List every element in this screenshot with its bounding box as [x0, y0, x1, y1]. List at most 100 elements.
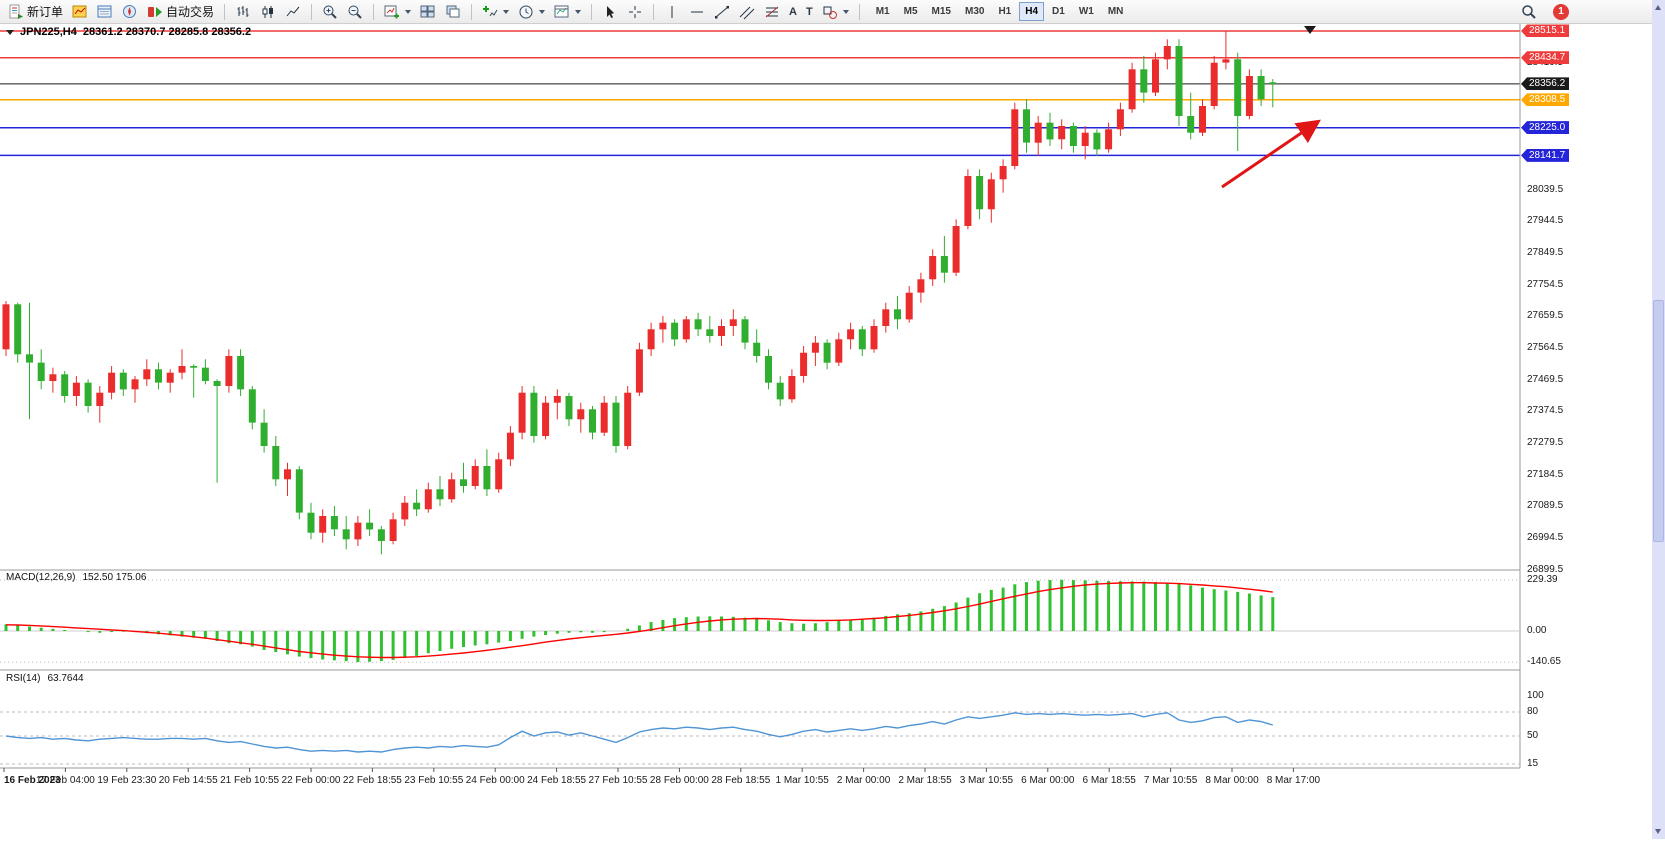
time-label: 17 Feb 04:00 [35, 775, 95, 786]
chart-title: JPN225,H4 28361.2 28370.7 28285.8 28356.… [6, 26, 251, 38]
price-tick: 27184.5 [1527, 468, 1564, 480]
crosshair-icon [629, 5, 642, 18]
price-scale[interactable]: 28419.528039.527944.527849.527754.527659… [1521, 23, 1652, 839]
time-label: 21 Feb 10:55 [220, 775, 280, 786]
macd-scale-tick: 229.39 [1527, 573, 1558, 585]
time-label: 3 Mar 10:55 [959, 775, 1014, 786]
templates-button[interactable] [550, 2, 585, 22]
chart-window: JPN225,H4 28361.2 28370.7 28285.8 28356.… [0, 23, 1652, 839]
new-chart-button[interactable] [380, 2, 415, 22]
price-level-badge: 28225.0 [1521, 121, 1570, 135]
toolbar-separator [311, 3, 313, 20]
time-label: 8 Mar 17:00 [1266, 775, 1321, 786]
crosshair-button[interactable] [623, 2, 647, 22]
text-button[interactable]: A [785, 2, 801, 22]
auto-trading-button[interactable]: 自动交易 [143, 2, 218, 22]
timeframe-mn[interactable]: MN [1102, 2, 1130, 21]
rsi-scale-tick: 100 [1527, 690, 1544, 701]
timeframe-h4[interactable]: H4 [1019, 2, 1045, 21]
price-tick: 27469.5 [1527, 373, 1564, 385]
price-tick: 26994.5 [1527, 531, 1564, 543]
time-label: 28 Feb 18:55 [711, 775, 771, 786]
time-label: 16 Feb 2023 [4, 775, 61, 786]
timeframe-h1[interactable]: H1 [992, 2, 1017, 21]
macd-scale-tick: 0.00 [1527, 625, 1547, 636]
search-button[interactable] [1517, 2, 1541, 22]
price-tick: 28039.5 [1527, 183, 1564, 195]
new-chart-icon [384, 5, 400, 18]
rsi-label: RSI(14) 63.7644 [6, 673, 84, 684]
fibonacci-button[interactable] [760, 2, 784, 22]
toolbar-right: 1 [1517, 2, 1569, 22]
price-tick: 27944.5 [1527, 215, 1564, 227]
cascade-windows-icon [446, 5, 460, 17]
auto-trading-icon [148, 6, 163, 17]
chevron-down-icon [405, 9, 412, 14]
search-icon [1522, 4, 1536, 19]
horizontal-line-icon [691, 11, 704, 12]
scroll-down-icon[interactable] [1655, 829, 1661, 834]
toolbar-separator [373, 3, 375, 20]
templates-icon [554, 5, 569, 17]
data-window-button[interactable] [93, 2, 117, 22]
scrollbar-thumb[interactable] [1653, 300, 1664, 542]
timeframe-m15[interactable]: M15 [926, 2, 957, 21]
chevron-down-icon [503, 9, 510, 14]
cursor-icon [607, 5, 615, 18]
navigator-button[interactable] [118, 2, 142, 22]
zoom-out-button[interactable] [343, 2, 367, 22]
time-axis[interactable]: 16 Feb 2023 17 Feb 04:00 19 Feb 23:30 20 Fe… [0, 772, 1520, 792]
zoom-in-icon [323, 5, 337, 19]
timeframe-m5[interactable]: M5 [898, 2, 924, 21]
text-label-button[interactable]: T [802, 2, 817, 22]
shapes-button[interactable] [818, 2, 853, 22]
timeframe-w1[interactable]: W1 [1073, 2, 1100, 21]
market-watch-button[interactable] [68, 2, 92, 22]
time-label: 28 Feb 00:00 [649, 775, 709, 786]
vertical-scrollbar[interactable] [1652, 0, 1665, 839]
trendline-button[interactable] [710, 2, 734, 22]
ohlc-values: 28361.2 28370.7 28285.8 28356.2 [82, 26, 252, 38]
time-label: 22 Feb 00:00 [281, 775, 341, 786]
horizontal-line-button[interactable] [685, 2, 709, 22]
cursor-button[interactable] [598, 2, 622, 22]
zoom-in-button[interactable] [318, 2, 342, 22]
price-tick: 27374.5 [1527, 405, 1564, 417]
timeframe-m1[interactable]: M1 [870, 2, 896, 21]
indicators-button[interactable] [478, 2, 513, 22]
vertical-line-button[interactable] [660, 2, 684, 22]
vertical-line-icon [671, 5, 673, 18]
equidistant-channel-button[interactable] [735, 2, 759, 22]
symbol-dropdown-icon [6, 29, 14, 35]
chevron-down-icon [575, 9, 582, 14]
price-tick: 27279.5 [1527, 436, 1564, 448]
notification-badge[interactable]: 1 [1553, 3, 1569, 20]
time-label: 8 Mar 00:00 [1205, 775, 1259, 786]
price-level-badge: 28515.1 [1521, 24, 1570, 38]
text-icon: A [789, 5, 797, 18]
market-watch-icon [72, 5, 87, 17]
time-label: 27 Feb 10:55 [588, 775, 648, 786]
rsi-name: RSI(14) [6, 673, 41, 684]
new-order-button[interactable]: 新订单 [4, 2, 67, 22]
scroll-up-icon[interactable] [1655, 5, 1661, 10]
main-toolbar: 新订单 自动交易 [0, 0, 1665, 24]
bar-chart-button[interactable] [231, 2, 255, 22]
timeframe-m30[interactable]: M30 [959, 2, 990, 21]
tile-windows-button[interactable] [416, 2, 440, 22]
line-chart-button[interactable] [281, 2, 305, 22]
periods-button[interactable] [514, 2, 549, 22]
time-label: 24 Feb 18:55 [527, 775, 587, 786]
text-label-icon: T [805, 5, 813, 18]
new-order-icon [9, 4, 23, 19]
price-tick: 27564.5 [1527, 341, 1564, 353]
timeframe-d1[interactable]: D1 [1046, 2, 1071, 21]
price-tick: 27659.5 [1527, 310, 1564, 322]
bar-chart-icon [237, 5, 249, 17]
price-level-badge: 28308.5 [1521, 93, 1570, 107]
time-label: 1 Mar 10:55 [775, 775, 829, 786]
price-tick: 27849.5 [1527, 246, 1564, 258]
cascade-windows-button[interactable] [441, 2, 465, 22]
chart-canvas[interactable] [0, 23, 1652, 839]
candlestick-chart-button[interactable] [256, 2, 280, 22]
